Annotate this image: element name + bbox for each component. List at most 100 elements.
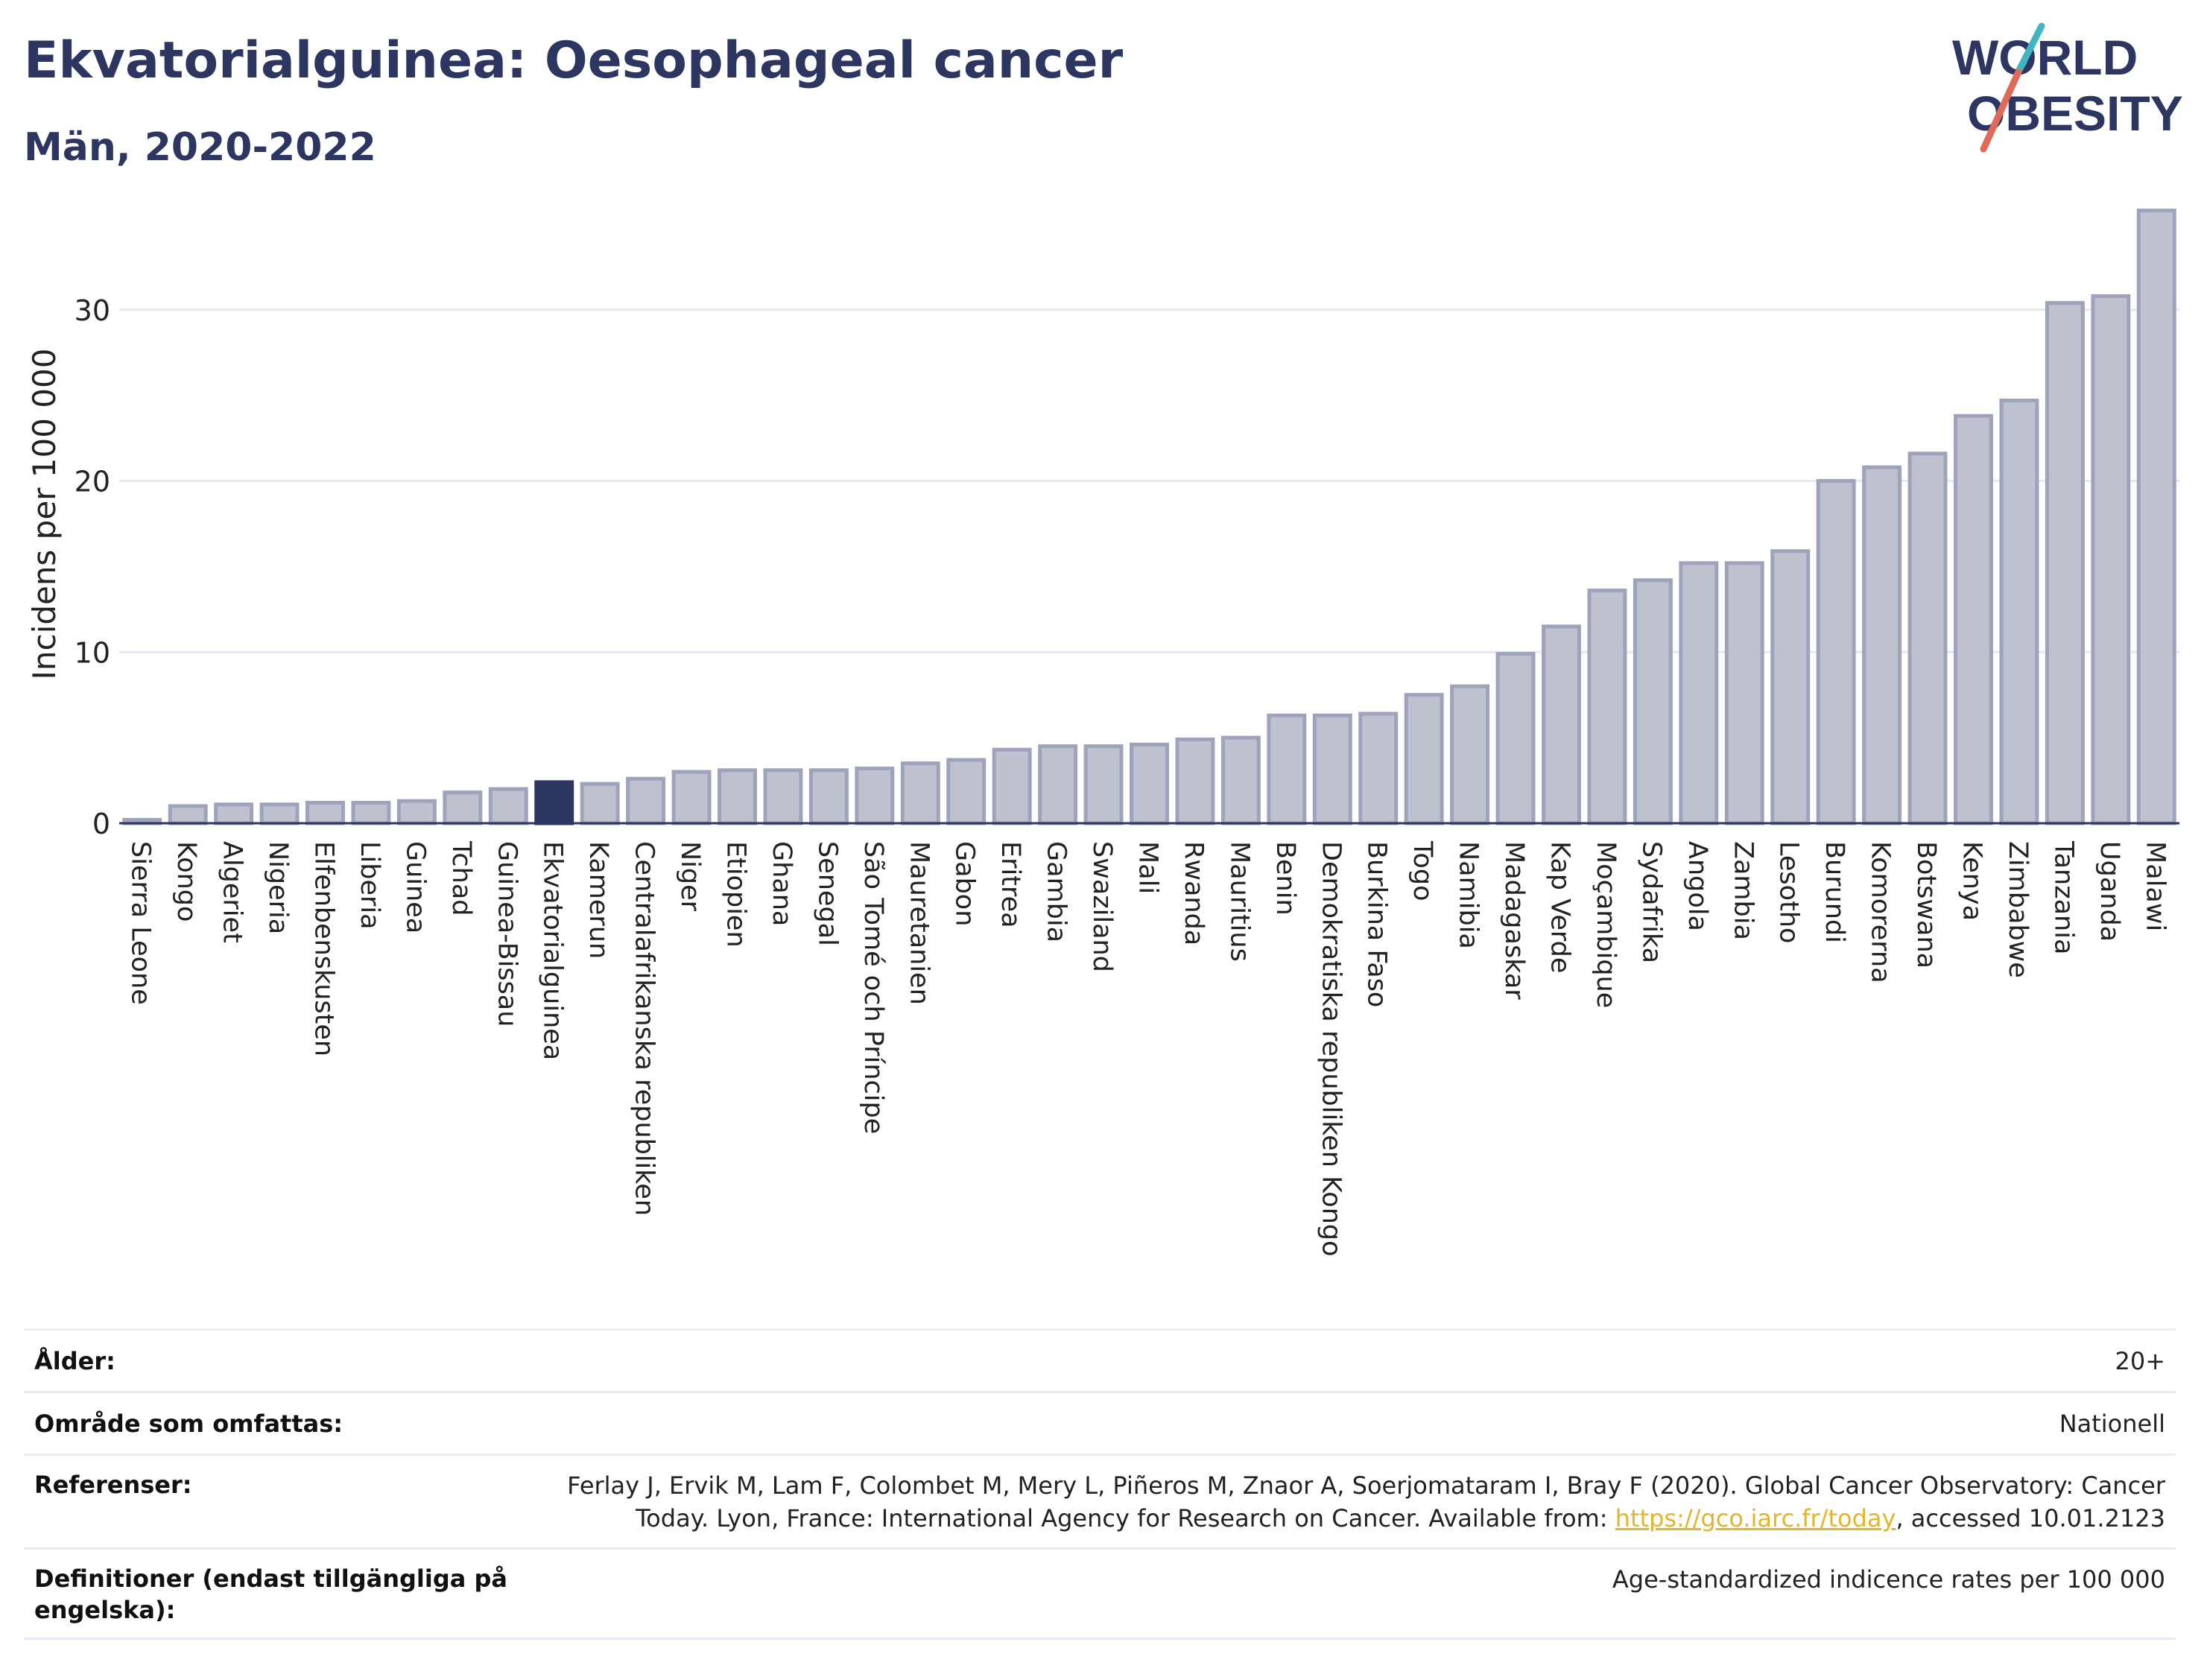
reference-line-2-end: , accessed 10.01.2123	[1896, 1504, 2165, 1532]
bar	[305, 800, 345, 825]
bar	[396, 799, 437, 825]
x-tick-label: Ghana	[767, 841, 797, 926]
page-title: Ekvatorialguinea: Oesophageal cancer	[24, 31, 1124, 90]
bar	[1770, 549, 1811, 825]
x-tick-label: Sierra Leone	[126, 841, 156, 1005]
bar	[1450, 684, 1490, 825]
bar	[718, 768, 757, 825]
x-tick-label: Burkina Faso	[1362, 841, 1392, 1007]
bar	[1358, 711, 1399, 825]
x-tick-label: Burundi	[1820, 841, 1849, 943]
bar	[1724, 561, 1764, 825]
x-tick-label: Uganda	[2094, 841, 2124, 942]
logo-line1: WORLD	[1952, 30, 2138, 85]
info-value-definitions: Age-standardized indicence rates per 100…	[1612, 1565, 2165, 1594]
bar	[1267, 713, 1307, 825]
world-obesity-logo: WORLD OBESITY	[1952, 22, 2183, 153]
definitions-label-line-1: Definitioner (endast tillgängliga på	[34, 1565, 507, 1593]
x-tick-label: Senegal	[812, 841, 842, 946]
x-tick-label: Sydafrika	[1636, 841, 1666, 963]
y-tick-label: 20	[75, 466, 110, 498]
x-tick-label: Swaziland	[1087, 841, 1117, 972]
info-value-references: Ferlay J, Ervik M, Lam F, Colombet M, Me…	[567, 1469, 2165, 1535]
x-tick-label: Madagaskar	[1499, 841, 1529, 1000]
bar	[992, 747, 1032, 825]
bar	[1404, 693, 1444, 825]
bar-chart: 0 10 20 30 Incidens per 100 000 Sierra Leone K…	[26, 209, 2179, 1257]
bar	[855, 766, 895, 825]
definitions-label-line-2: engelska):	[34, 1596, 176, 1624]
info-value-age: 20+	[2115, 1346, 2165, 1375]
bar	[1083, 744, 1124, 825]
bar	[580, 782, 620, 825]
x-tick-label: Kap Verde	[1545, 841, 1575, 973]
x-tick-label: Benin	[1270, 841, 1300, 916]
bar	[1816, 479, 1856, 825]
bar	[443, 790, 483, 825]
reference-line-2: Today. Lyon, France: International Agenc…	[567, 1502, 2165, 1535]
x-tick-label: São Tomé och Príncipe	[858, 841, 888, 1134]
info-row-references: Referenser: Ferlay J, Ervik M, Lam F, Co…	[24, 1454, 2176, 1547]
reference-link[interactable]: https://gco.iarc.fr/today	[1615, 1504, 1896, 1532]
bar	[1038, 744, 1078, 825]
x-tick-label: Liberia	[355, 841, 384, 930]
bar	[168, 804, 208, 825]
x-tick-label: Mauritius	[1224, 841, 1254, 962]
info-label-definitions: Definitioner (endast tillgängliga på eng…	[34, 1563, 507, 1626]
x-tick-label: Rwanda	[1179, 841, 1209, 945]
bar	[351, 800, 391, 825]
x-tick-label: Zambia	[1728, 841, 1758, 940]
bar	[1542, 624, 1581, 825]
bar	[488, 787, 528, 825]
bar	[1130, 742, 1169, 825]
x-tick-label: Niger	[675, 841, 705, 912]
x-tick-label: Kongo	[171, 841, 201, 922]
x-tick-label: Tchad	[446, 840, 476, 916]
info-table: Ålder: 20+ Område som omfattas: Nationel…	[24, 1328, 2176, 1640]
info-label-references: Referenser:	[34, 1471, 192, 1499]
x-tick-label: Angola	[1682, 841, 1712, 931]
reference-line-1: Ferlay J, Ervik M, Lam F, Colombet M, Me…	[567, 1471, 2165, 1500]
info-value-coverage: Nationell	[2059, 1409, 2165, 1438]
x-tick-label: Gambia	[1042, 841, 1071, 942]
x-tick-label: Kenya	[1957, 841, 1987, 921]
bar	[2091, 294, 2131, 825]
bar	[2136, 209, 2176, 825]
x-tick-label: Mali	[1133, 841, 1163, 894]
x-tick-label: Algeriet	[218, 841, 247, 943]
x-tick-label: Ekvatorialguinea	[538, 841, 568, 1060]
bar	[1999, 399, 2039, 825]
x-tick-label: Zimbabwe	[2003, 841, 2033, 978]
bar	[1175, 737, 1215, 825]
x-tick-label: Mauretanien	[904, 841, 934, 1005]
info-row-age: Ålder: 20+	[24, 1328, 2176, 1391]
bar	[1679, 561, 1719, 825]
bar	[626, 776, 666, 825]
bar	[534, 780, 574, 825]
bar	[259, 802, 300, 825]
info-row-coverage: Område som omfattas: Nationell	[24, 1391, 2176, 1454]
x-tick-label: Namibia	[1454, 841, 1483, 949]
bar	[763, 768, 803, 825]
y-tick-label: 0	[92, 808, 110, 840]
bar	[1220, 735, 1261, 825]
x-tick-label: Guinea	[400, 841, 430, 933]
bar	[900, 761, 940, 825]
x-tick-label: Guinea-Bissau	[492, 841, 522, 1027]
bar	[1862, 465, 1902, 825]
bar	[1907, 451, 1948, 825]
bar	[1495, 652, 1536, 825]
x-tick-label: Demokratiska republiken Kongo	[1316, 841, 1346, 1257]
info-row-definitions: Definitioner (endast tillgängliga på eng…	[24, 1547, 2176, 1640]
y-tick-label: 30	[75, 294, 110, 327]
x-tick-label: Etiopien	[721, 841, 751, 948]
bar	[2045, 301, 2085, 825]
x-tick-label: Moçambique	[1591, 841, 1621, 1008]
x-tick-label: Botswana	[1911, 841, 1941, 969]
bar	[214, 802, 254, 825]
bar	[808, 768, 849, 825]
x-tick-label: Centralafrikanska republiken	[630, 841, 659, 1216]
x-tick-label: Kamerun	[583, 841, 613, 959]
x-tick-label: Gabon	[950, 841, 980, 926]
bar	[946, 758, 987, 825]
